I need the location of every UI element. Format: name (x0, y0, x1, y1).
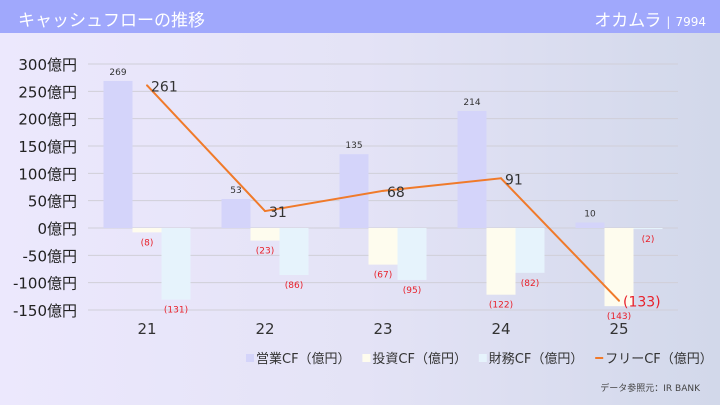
legend-label: フリーCF（億円） (605, 351, 713, 367)
bar-financing (397, 228, 427, 280)
legend-label: 営業CF（億円） (256, 351, 351, 367)
y-tick-label: 50億円 (28, 193, 77, 211)
legend-label: 財務CF（億円） (489, 351, 584, 367)
x-tick-label: 25 (609, 320, 628, 338)
chart-title: キャッシュフローの推移 (18, 11, 205, 31)
free-cf-label: 261 (151, 79, 178, 95)
y-tick-label: 300億円 (18, 56, 77, 74)
x-tick-label: 24 (491, 320, 510, 338)
free-cf-label: (133) (623, 295, 661, 311)
bar-operating (575, 222, 605, 228)
free-cf-label: 91 (505, 172, 523, 188)
stock-code: 7994 (675, 15, 706, 29)
x-tick-label: 23 (373, 320, 392, 338)
y-tick-label: 250億円 (18, 83, 77, 101)
y-tick-label: -150億円 (13, 302, 77, 320)
bar-value-label: (122) (489, 301, 513, 311)
separator: | (666, 15, 671, 29)
bar-operating (339, 154, 369, 228)
legend-label: 投資CF（億円） (372, 351, 467, 367)
legend-swatch (478, 354, 487, 362)
bar-operating (103, 80, 133, 229)
y-tick-label: 200億円 (18, 111, 77, 129)
bar-value-label: 214 (463, 98, 480, 108)
bar-investing (604, 228, 634, 307)
bar-investing (486, 228, 516, 295)
free-cf-line (146, 84, 620, 302)
free-cf-label: 68 (387, 185, 405, 201)
bar-value-label: (86) (285, 281, 303, 291)
legend-swatch (362, 354, 371, 362)
bar-financing (161, 228, 191, 300)
company-info: オカムラ | 7994 (594, 6, 706, 31)
free-cf-point (382, 189, 384, 192)
bar-value-label: (82) (521, 279, 539, 289)
bar-value-label: 269 (109, 68, 126, 78)
bar-value-label: (8) (141, 238, 154, 248)
bar-value-label: 53 (230, 186, 241, 196)
bar-financing (279, 228, 309, 276)
x-tick-label: 21 (137, 320, 156, 338)
bar-financing (515, 228, 545, 273)
bar-financing (633, 228, 663, 230)
x-tick-label: 22 (255, 320, 274, 338)
free-cf-point (264, 210, 266, 213)
company-name: オカムラ (594, 11, 662, 31)
y-tick-label: 150億円 (18, 138, 77, 156)
bar-value-label: 135 (345, 141, 362, 151)
bar-investing (250, 228, 280, 241)
free-cf-point (500, 177, 502, 180)
bar-value-label: 10 (584, 210, 596, 220)
y-tick-label: 100億円 (18, 165, 77, 183)
y-tick-label: 0億円 (37, 220, 77, 238)
bar-value-label: (95) (403, 286, 421, 296)
bar-operating (457, 111, 487, 228)
bar-value-label: (2) (642, 235, 655, 245)
header-bar: キャッシュフローの推移 オカムラ | 7994 (0, 0, 720, 33)
free-cf-point (618, 299, 620, 302)
bar-value-label: (143) (607, 312, 631, 322)
bar-investing (368, 228, 398, 265)
free-cf-label: 31 (269, 205, 287, 221)
bar-value-label: (67) (374, 271, 392, 281)
legend-swatch (246, 354, 254, 362)
bar-operating (221, 199, 251, 228)
bar-investing (132, 228, 162, 233)
free-cf-point (146, 84, 148, 87)
bar-value-label: (131) (164, 306, 188, 316)
bar-value-label: (23) (256, 247, 274, 257)
data-source: データ参照元：IR BANK (600, 384, 700, 394)
y-tick-label: -50億円 (23, 247, 78, 265)
y-tick-label: -100億円 (13, 275, 77, 293)
